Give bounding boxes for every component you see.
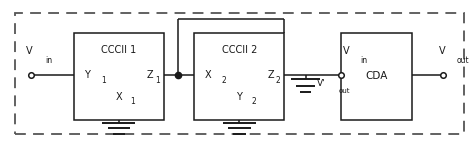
Bar [15,13,464,134]
Text: V: V [439,46,446,56]
Text: 2: 2 [222,76,227,85]
Text: in: in [360,56,367,65]
Text: CDA: CDA [365,72,388,81]
Text: CCCII 1: CCCII 1 [101,45,137,55]
Text: V: V [26,46,32,56]
Text: V: V [343,46,350,56]
Text: out: out [338,88,350,94]
Text: Z: Z [267,70,274,80]
Text: 1: 1 [101,76,106,85]
Text: 1: 1 [131,97,136,106]
Text: CCCII 2: CCCII 2 [222,45,257,55]
Text: 1: 1 [155,76,160,85]
Text: Y: Y [84,70,90,80]
Text: Z: Z [147,70,154,80]
Text: X: X [116,92,122,102]
Text: V': V' [318,79,326,88]
Bar [341,33,412,120]
Text: X: X [205,70,211,80]
Text: 2: 2 [251,97,256,106]
Bar [74,33,164,120]
Text: out: out [457,56,469,65]
Text: 2: 2 [276,76,281,85]
Bar [194,33,284,120]
Text: in: in [46,56,53,65]
Text: Y: Y [237,92,242,102]
